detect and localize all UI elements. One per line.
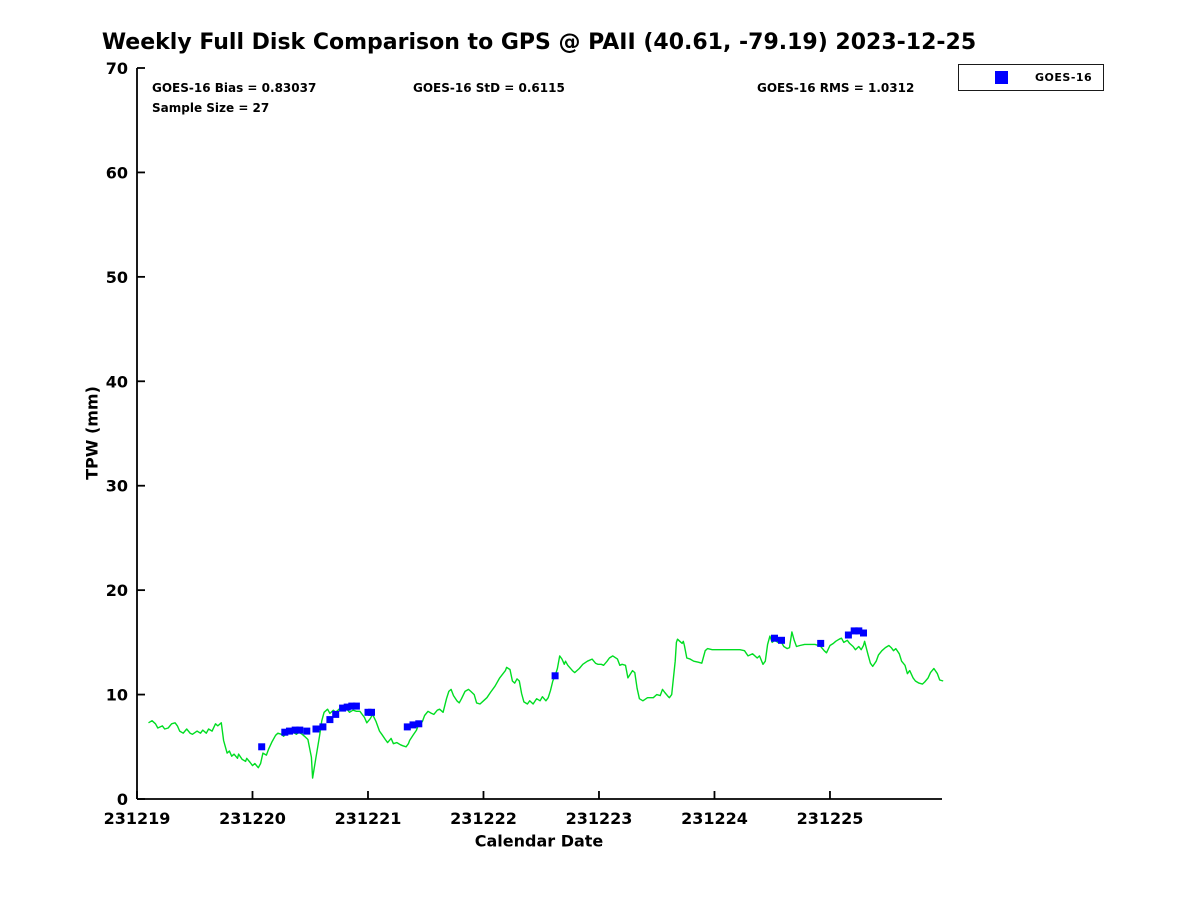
y-tick-label: 70 [106, 59, 128, 78]
goes16-marker [415, 720, 423, 728]
goes16-marker [339, 704, 347, 712]
legend-square-marker-icon [995, 71, 1008, 84]
y-tick-label: 50 [106, 268, 128, 287]
goes16-marker [352, 702, 360, 710]
legend: GOES-16 [958, 64, 1104, 91]
goes16-marker [319, 723, 327, 731]
y-tick-label: 60 [106, 163, 128, 182]
stat-rms: GOES-16 RMS = 1.0312 [757, 81, 915, 95]
goes16-marker [860, 629, 867, 637]
gps-line [148, 631, 944, 779]
x-tick-label: 231222 [450, 809, 517, 828]
goes16-marker [312, 725, 320, 733]
goes16-marker [403, 723, 411, 731]
y-tick-label: 20 [106, 581, 128, 600]
goes16-marker [291, 726, 299, 734]
x-tick-label: 231219 [104, 809, 171, 828]
stat-bias: GOES-16 Bias = 0.83037 [152, 81, 317, 95]
goes16-marker [844, 631, 852, 639]
goes16-marker [368, 708, 375, 716]
x-axis-title: Calendar Date [474, 831, 604, 851]
goes16-marker [296, 726, 304, 734]
goes16-marker [409, 721, 417, 729]
x-tick-label: 231225 [797, 809, 864, 828]
y-tick-label: 10 [106, 686, 128, 705]
stat-sample-size: Sample Size = 27 [152, 101, 270, 115]
goes16-marker [343, 703, 351, 711]
legend-label: GOES-16 [1035, 71, 1093, 84]
goes16-marker [303, 727, 311, 735]
goes16-marker [771, 634, 778, 642]
y-tick-label: 30 [106, 477, 128, 496]
goes16-marker [551, 672, 559, 680]
x-tick-label: 231224 [681, 809, 748, 828]
y-tick-label: 0 [117, 790, 128, 809]
chart-title: Weekly Full Disk Comparison to GPS @ PAI… [101, 30, 977, 55]
goes16-marker [286, 727, 293, 735]
x-tick-label: 231220 [219, 809, 286, 828]
goes16-marker [258, 743, 266, 751]
goes16-marker [281, 728, 289, 736]
goes16-marker [348, 702, 356, 710]
goes16-marker [326, 716, 334, 724]
y-tick-label: 40 [106, 372, 128, 391]
goes16-marker [332, 710, 340, 718]
goes16-marker [855, 627, 863, 635]
goes16-marker [778, 636, 785, 644]
x-tick-label: 231223 [566, 809, 633, 828]
goes16-marker [817, 639, 825, 647]
stat-std: GOES-16 StD = 0.6115 [413, 81, 565, 95]
goes16-marker [850, 627, 858, 635]
x-tick-label: 231221 [335, 809, 402, 828]
